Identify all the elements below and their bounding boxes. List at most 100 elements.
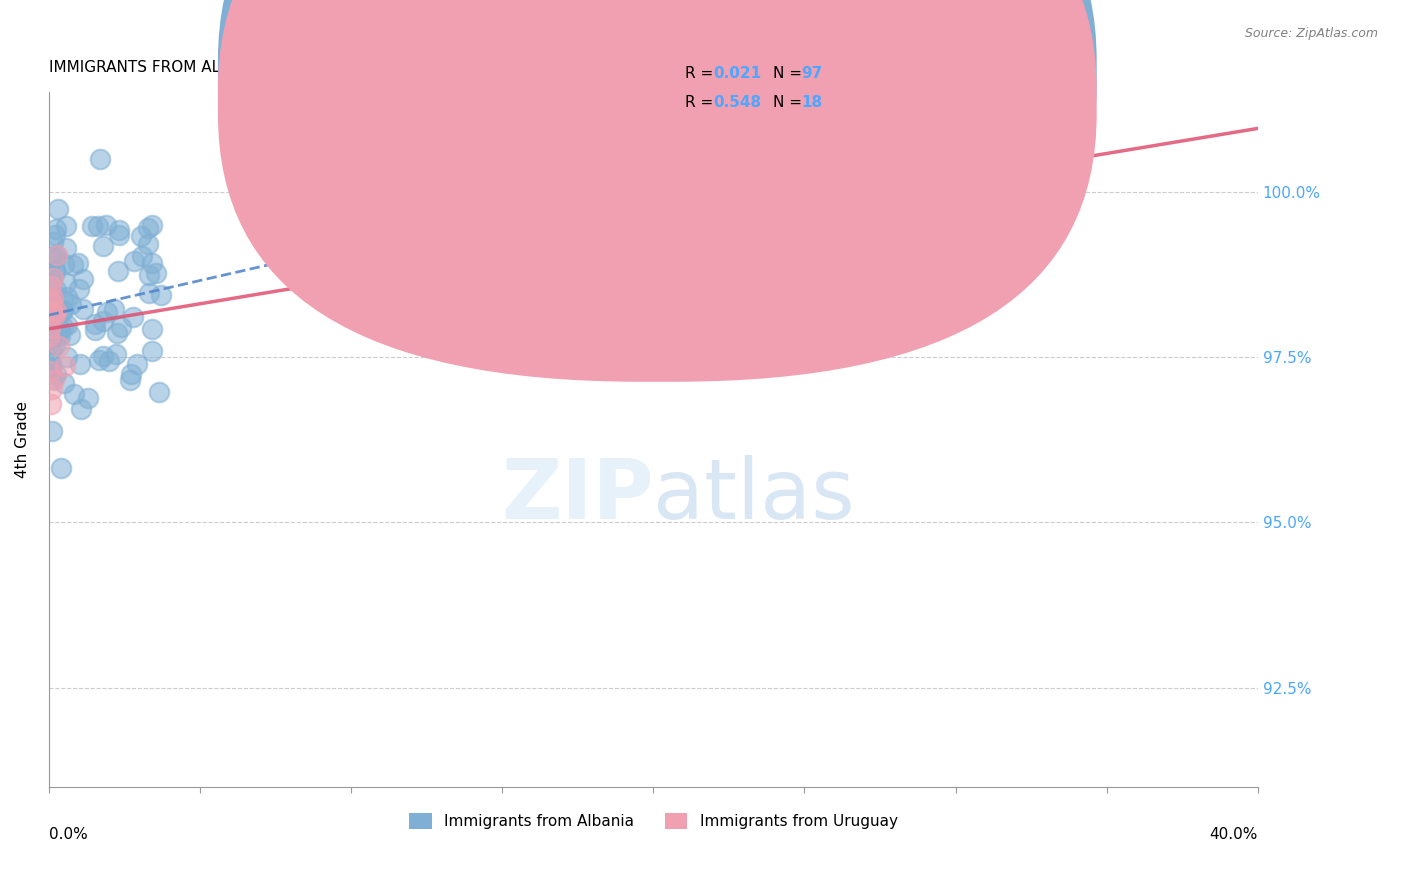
Point xyxy=(138,285,160,300)
Point xyxy=(41,424,63,438)
Point xyxy=(66,256,89,270)
Point xyxy=(121,310,143,324)
Point xyxy=(63,387,86,401)
Point xyxy=(52,376,75,390)
Point xyxy=(42,271,65,285)
Text: 0.0%: 0.0% xyxy=(49,827,87,842)
Point xyxy=(105,326,128,341)
Point xyxy=(41,307,63,321)
Point xyxy=(69,357,91,371)
Point xyxy=(118,373,141,387)
Point xyxy=(105,347,128,361)
Point xyxy=(103,301,125,316)
Point xyxy=(44,265,66,279)
Point xyxy=(82,219,104,234)
Point xyxy=(46,327,69,342)
Point xyxy=(53,257,76,271)
Point xyxy=(41,250,63,264)
Text: R =: R = xyxy=(685,95,718,110)
Text: ZIP: ZIP xyxy=(501,455,654,536)
Point xyxy=(72,272,94,286)
Point xyxy=(38,317,60,331)
Text: 0.021: 0.021 xyxy=(713,66,761,80)
Point xyxy=(39,267,62,281)
Point xyxy=(42,327,65,342)
Point xyxy=(110,319,132,334)
Point xyxy=(41,372,63,386)
Point xyxy=(41,326,63,340)
Point xyxy=(69,402,91,417)
Point xyxy=(107,228,129,243)
Point xyxy=(41,291,63,305)
Point xyxy=(91,239,114,253)
Point xyxy=(41,285,63,299)
Point xyxy=(945,171,967,186)
Point xyxy=(41,302,63,317)
Point xyxy=(39,359,62,374)
Point xyxy=(44,308,66,322)
Point xyxy=(108,223,131,237)
Point xyxy=(46,325,69,339)
Point xyxy=(49,329,72,343)
Point xyxy=(62,259,84,273)
Point xyxy=(55,350,77,364)
Text: 0.548: 0.548 xyxy=(713,95,761,110)
Point xyxy=(84,317,107,331)
Point xyxy=(55,241,77,255)
Point xyxy=(38,275,60,289)
Point xyxy=(45,304,67,318)
Point xyxy=(136,220,159,235)
Text: IMMIGRANTS FROM ALBANIA VS IMMIGRANTS FROM URUGUAY 4TH GRADE CORRELATION CHART: IMMIGRANTS FROM ALBANIA VS IMMIGRANTS FR… xyxy=(49,60,787,75)
Point xyxy=(39,278,62,293)
Point xyxy=(141,218,163,232)
Point xyxy=(46,248,69,262)
Point xyxy=(141,322,163,336)
Point xyxy=(39,397,62,411)
Point xyxy=(51,302,73,317)
Point xyxy=(48,339,70,353)
Point xyxy=(38,363,60,377)
Point xyxy=(38,333,60,347)
Point xyxy=(41,296,63,310)
Point xyxy=(87,219,110,233)
Point xyxy=(60,296,83,310)
Point xyxy=(136,237,159,252)
Point xyxy=(39,363,62,377)
Point xyxy=(129,228,152,243)
Point xyxy=(44,337,66,351)
Point xyxy=(96,305,118,319)
Point xyxy=(44,263,66,277)
Point xyxy=(39,292,62,306)
Text: R =: R = xyxy=(685,66,718,80)
Point xyxy=(89,152,111,166)
Point xyxy=(38,335,60,350)
Point xyxy=(91,349,114,363)
Text: N =: N = xyxy=(773,66,807,80)
Point xyxy=(59,327,82,342)
Text: Source: ZipAtlas.com: Source: ZipAtlas.com xyxy=(1244,27,1378,40)
Point xyxy=(41,288,63,302)
Point xyxy=(141,255,163,269)
Point xyxy=(120,368,142,382)
Point xyxy=(56,318,79,333)
Point xyxy=(138,268,160,282)
Point xyxy=(42,373,65,387)
Point xyxy=(45,221,67,235)
Point xyxy=(44,227,66,242)
Point xyxy=(41,271,63,285)
Point xyxy=(67,282,90,296)
Point xyxy=(45,283,67,297)
Point xyxy=(56,290,79,304)
Point xyxy=(122,254,145,268)
Point xyxy=(38,328,60,343)
Legend: Immigrants from Albania, Immigrants from Uruguay: Immigrants from Albania, Immigrants from… xyxy=(402,806,904,835)
Point xyxy=(145,266,167,280)
Point xyxy=(52,320,75,334)
Point xyxy=(55,219,77,234)
Y-axis label: 4th Grade: 4th Grade xyxy=(15,401,30,478)
Point xyxy=(72,301,94,316)
Point xyxy=(148,384,170,399)
Point xyxy=(39,356,62,370)
Point xyxy=(45,368,67,382)
Point xyxy=(44,252,66,266)
